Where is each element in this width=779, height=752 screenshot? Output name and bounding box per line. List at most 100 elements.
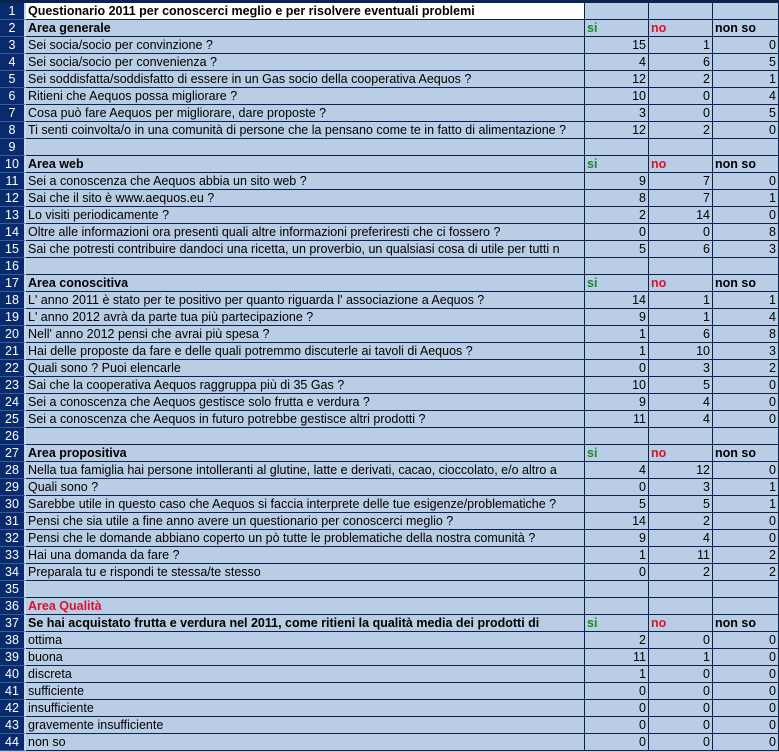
section-heading-cell[interactable]: Area web bbox=[26, 156, 585, 173]
si-count-cell[interactable]: 5 bbox=[585, 241, 649, 258]
non-so-count-cell[interactable]: 8 bbox=[713, 326, 779, 343]
si-count-cell[interactable]: 10 bbox=[585, 377, 649, 394]
question-cell[interactable]: Oltre alle informazioni ora presenti qua… bbox=[26, 224, 585, 241]
section-heading-cell[interactable]: Se hai acquistato frutta e verdura nel 2… bbox=[26, 615, 585, 632]
si-count-cell[interactable]: 0 bbox=[585, 564, 649, 581]
non-so-count-cell[interactable] bbox=[713, 581, 779, 598]
no-count-cell[interactable]: 0 bbox=[649, 666, 713, 683]
question-cell[interactable]: Sei soddisfatta/soddisfatto di essere in… bbox=[26, 71, 585, 88]
si-count-cell[interactable]: 10 bbox=[585, 88, 649, 105]
question-cell[interactable]: L' anno 2012 avrà da parte tua più parte… bbox=[26, 309, 585, 326]
no-count-cell[interactable]: 12 bbox=[649, 462, 713, 479]
question-cell[interactable]: non so bbox=[26, 734, 585, 751]
no-count-cell[interactable]: 2 bbox=[649, 513, 713, 530]
row-header[interactable]: 39 bbox=[0, 649, 26, 666]
si-count-cell[interactable]: 1 bbox=[585, 343, 649, 360]
non-so-count-cell[interactable]: 3 bbox=[713, 241, 779, 258]
question-cell[interactable]: insufficiente bbox=[26, 700, 585, 717]
row-header[interactable]: 2 bbox=[0, 20, 26, 37]
si-count-cell[interactable] bbox=[585, 258, 649, 275]
no-count-cell[interactable] bbox=[649, 428, 713, 445]
non-so-count-cell[interactable]: 0 bbox=[713, 632, 779, 649]
si-count-cell[interactable] bbox=[585, 598, 649, 615]
row-header[interactable]: 17 bbox=[0, 275, 26, 292]
question-cell[interactable]: Sei a conoscenza che Aequos in futuro po… bbox=[26, 411, 585, 428]
question-cell[interactable]: gravemente insufficiente bbox=[26, 717, 585, 734]
non-so-count-cell[interactable] bbox=[713, 3, 779, 20]
row-header[interactable]: 24 bbox=[0, 394, 26, 411]
question-cell[interactable]: Sai che potresti contribuire dandoci una… bbox=[26, 241, 585, 258]
non-so-count-cell[interactable]: 2 bbox=[713, 547, 779, 564]
no-count-cell[interactable]: 10 bbox=[649, 343, 713, 360]
row-header[interactable]: 35 bbox=[0, 581, 26, 598]
si-count-cell[interactable]: 0 bbox=[585, 224, 649, 241]
no-count-cell[interactable]: 0 bbox=[649, 717, 713, 734]
si-count-cell[interactable]: 0 bbox=[585, 700, 649, 717]
row-header[interactable]: 15 bbox=[0, 241, 26, 258]
section-heading-cell[interactable]: Area generale bbox=[26, 20, 585, 37]
non-so-count-cell[interactable]: 5 bbox=[713, 105, 779, 122]
row-header[interactable]: 11 bbox=[0, 173, 26, 190]
non-so-count-cell[interactable]: 0 bbox=[713, 649, 779, 666]
si-count-cell[interactable]: 15 bbox=[585, 37, 649, 54]
non-so-count-cell[interactable]: 8 bbox=[713, 224, 779, 241]
non-so-count-cell[interactable]: 5 bbox=[713, 54, 779, 71]
no-count-cell[interactable]: 1 bbox=[649, 37, 713, 54]
row-header[interactable]: 19 bbox=[0, 309, 26, 326]
question-cell[interactable]: Sarebbe utile in questo caso che Aequos … bbox=[26, 496, 585, 513]
no-count-cell[interactable]: 6 bbox=[649, 241, 713, 258]
question-cell[interactable]: sufficiente bbox=[26, 683, 585, 700]
non-so-count-cell[interactable]: 4 bbox=[713, 309, 779, 326]
no-count-cell[interactable]: 0 bbox=[649, 683, 713, 700]
si-count-cell[interactable]: 0 bbox=[585, 717, 649, 734]
si-count-cell[interactable]: 12 bbox=[585, 71, 649, 88]
question-cell[interactable]: discreta bbox=[26, 666, 585, 683]
non-so-count-cell[interactable]: 1 bbox=[713, 496, 779, 513]
si-count-cell[interactable]: 0 bbox=[585, 360, 649, 377]
question-cell[interactable] bbox=[26, 581, 585, 598]
si-count-cell[interactable]: 4 bbox=[585, 54, 649, 71]
row-header[interactable]: 43 bbox=[0, 717, 26, 734]
no-count-cell[interactable]: 0 bbox=[649, 88, 713, 105]
non-so-count-cell[interactable] bbox=[713, 598, 779, 615]
row-header[interactable]: 42 bbox=[0, 700, 26, 717]
no-count-cell[interactable]: 0 bbox=[649, 224, 713, 241]
non-so-count-cell[interactable]: 0 bbox=[713, 122, 779, 139]
question-cell[interactable]: Lo visiti periodicamente ? bbox=[26, 207, 585, 224]
si-count-cell[interactable]: 9 bbox=[585, 309, 649, 326]
no-count-cell[interactable]: 3 bbox=[649, 360, 713, 377]
section-heading-cell[interactable]: Area propositiva bbox=[26, 445, 585, 462]
si-count-cell[interactable]: 1 bbox=[585, 666, 649, 683]
si-count-cell[interactable]: 2 bbox=[585, 632, 649, 649]
no-count-cell[interactable]: 0 bbox=[649, 632, 713, 649]
row-header[interactable]: 27 bbox=[0, 445, 26, 462]
no-count-cell[interactable] bbox=[649, 258, 713, 275]
si-count-cell[interactable]: 11 bbox=[585, 649, 649, 666]
no-count-cell[interactable]: 0 bbox=[649, 734, 713, 751]
si-count-cell[interactable]: 14 bbox=[585, 513, 649, 530]
row-header[interactable]: 12 bbox=[0, 190, 26, 207]
row-header[interactable]: 9 bbox=[0, 139, 26, 156]
no-count-cell[interactable] bbox=[649, 581, 713, 598]
header-no-cell[interactable]: no bbox=[649, 445, 713, 462]
non-so-count-cell[interactable]: 2 bbox=[713, 564, 779, 581]
si-count-cell[interactable]: 9 bbox=[585, 394, 649, 411]
si-count-cell[interactable] bbox=[585, 139, 649, 156]
non-so-count-cell[interactable]: 1 bbox=[713, 292, 779, 309]
question-cell[interactable] bbox=[26, 258, 585, 275]
question-cell[interactable]: Preparala tu e rispondi te stessa/te ste… bbox=[26, 564, 585, 581]
row-header[interactable]: 37 bbox=[0, 615, 26, 632]
row-header[interactable]: 44 bbox=[0, 734, 26, 751]
si-count-cell[interactable]: 0 bbox=[585, 479, 649, 496]
question-cell[interactable]: Quali sono ? bbox=[26, 479, 585, 496]
non-so-count-cell[interactable] bbox=[713, 428, 779, 445]
no-count-cell[interactable]: 6 bbox=[649, 326, 713, 343]
question-cell[interactable]: Sei a conoscenza che Aequos abbia un sit… bbox=[26, 173, 585, 190]
row-header[interactable]: 30 bbox=[0, 496, 26, 513]
no-count-cell[interactable]: 4 bbox=[649, 530, 713, 547]
header-si-cell[interactable]: si bbox=[585, 20, 649, 37]
question-cell[interactable]: Pensi che sia utile a fine anno avere un… bbox=[26, 513, 585, 530]
no-count-cell[interactable]: 0 bbox=[649, 105, 713, 122]
no-count-cell[interactable]: 2 bbox=[649, 71, 713, 88]
question-cell[interactable]: Pensi che le domande abbiano coperto un … bbox=[26, 530, 585, 547]
